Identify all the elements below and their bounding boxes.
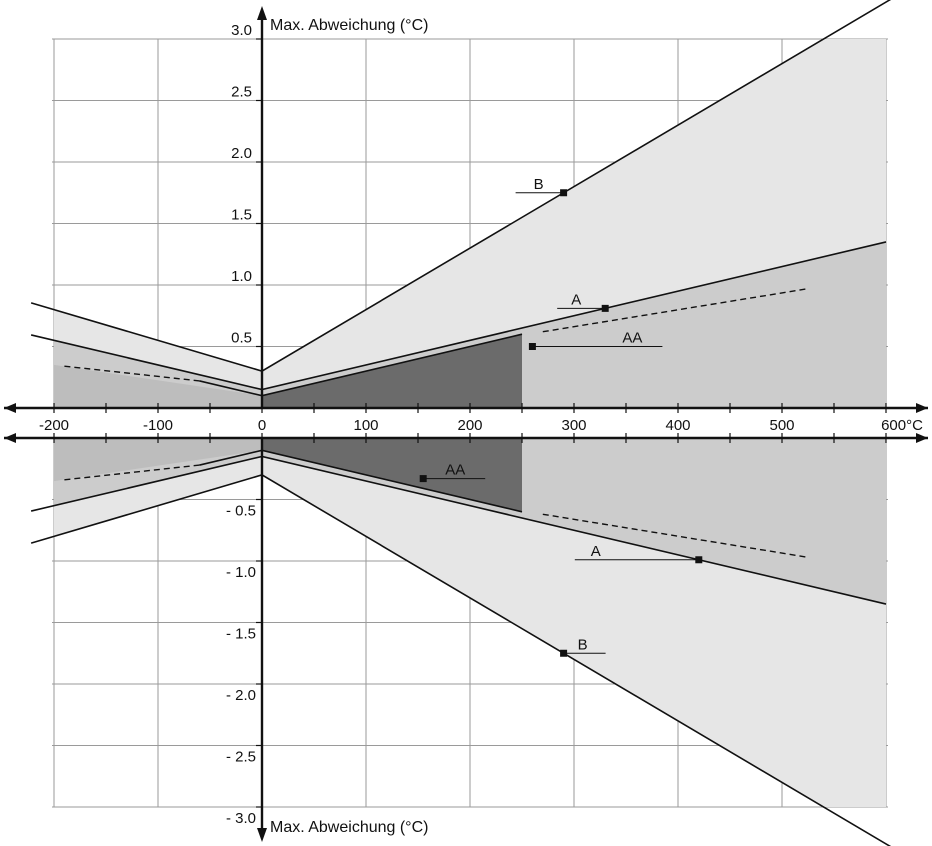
axes	[4, 6, 928, 842]
tick-labels: -200 -100 0 100 200 300 400 500 600°C 0.5 1.0 1.5 2.…	[39, 22, 923, 827]
y-tick-label: - 3.0	[226, 810, 256, 827]
y-tick-label: - 2.5	[226, 749, 256, 766]
marker-label-aa: AA	[622, 330, 642, 347]
y-axis-label-bottom: Max. Abweichung (°C)	[270, 819, 428, 836]
arrowhead	[916, 403, 928, 413]
y-tick-label: - 0.5	[226, 503, 256, 520]
y-axis-label-top: Max. Abweichung (°C)	[270, 17, 428, 34]
arrowhead	[916, 433, 928, 443]
marker-label-b: B	[534, 176, 544, 193]
band-a	[54, 438, 886, 604]
marker-aa	[419, 475, 427, 483]
arrowhead	[257, 6, 267, 20]
y-tick-label: 1.0	[231, 268, 252, 285]
marker-label-a: A	[571, 291, 581, 308]
marker-label-b: B	[578, 636, 588, 653]
x-tick-label: 300	[561, 417, 586, 434]
marker-label-aa: AA	[445, 462, 465, 479]
y-tick-label: - 1.0	[226, 564, 256, 581]
series-line-aa-dashed	[542, 287, 809, 333]
band-aa	[54, 364, 262, 408]
x-tick-label: 500	[769, 417, 794, 434]
marker-a	[695, 556, 703, 564]
x-tick-label: 100	[353, 417, 378, 434]
x-tick-label: 200	[457, 417, 482, 434]
y-tick-label: 3.0	[231, 22, 252, 39]
arrowhead	[4, 403, 16, 413]
series-line-aa-dashed	[542, 513, 809, 559]
y-tick-label: 0.5	[231, 330, 252, 347]
x-tick-label: -100	[143, 417, 173, 434]
x-tick-label: 400	[665, 417, 690, 434]
band-aa	[54, 438, 262, 482]
band-a	[54, 241, 886, 408]
arrowhead	[257, 828, 267, 842]
arrowhead	[4, 433, 16, 443]
band-aa-valid	[262, 334, 522, 408]
y-tick-label: 2.5	[231, 84, 252, 101]
marker-b	[560, 189, 568, 197]
x-tick-label: 600°C	[881, 417, 923, 434]
x-tick-label: -200	[39, 417, 69, 434]
marker-label-a: A	[591, 543, 601, 560]
y-tick-label: - 2.0	[226, 687, 256, 704]
y-tick-label: 2.0	[231, 145, 252, 162]
y-tick-label: 1.5	[231, 207, 252, 224]
x-tick-label: 0	[258, 417, 266, 434]
series-line-aa-dashed	[64, 365, 200, 382]
marker-b	[560, 649, 568, 657]
tolerance-bands	[54, 39, 886, 807]
band-aa-valid	[262, 438, 522, 512]
series-line-aa-dashed	[64, 464, 200, 481]
marker-aa	[528, 343, 536, 350]
y-tick-label: - 1.5	[226, 626, 256, 643]
marker-a	[601, 304, 609, 312]
